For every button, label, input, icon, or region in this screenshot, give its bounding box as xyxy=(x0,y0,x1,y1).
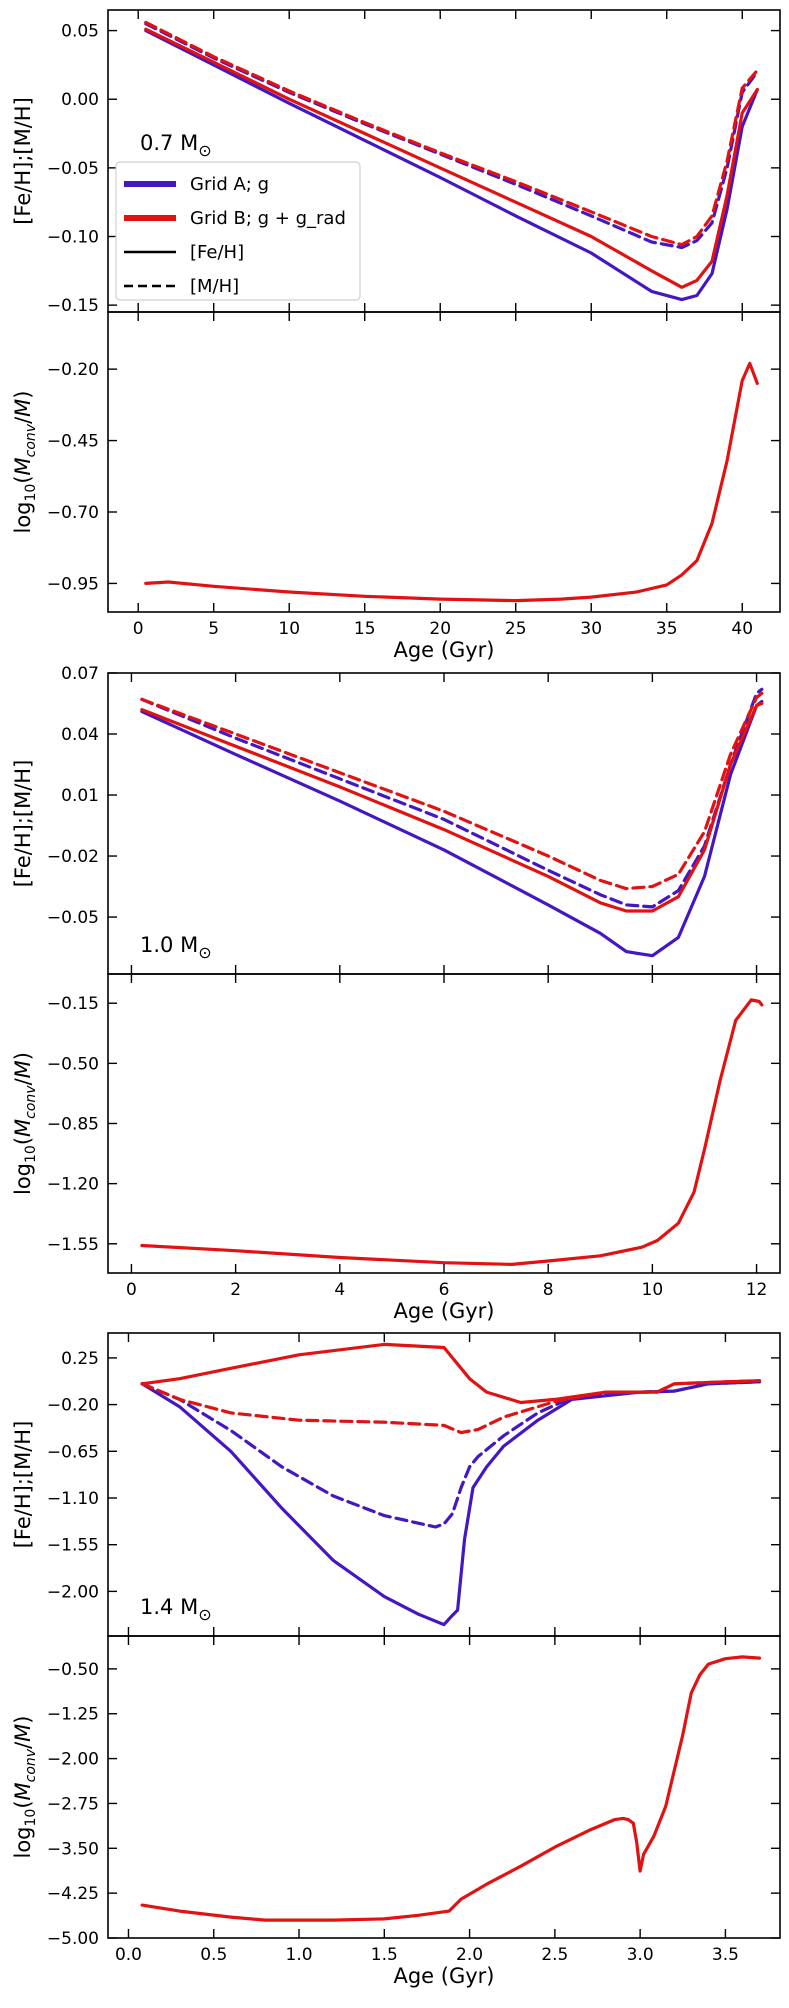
series-p14_top-0 xyxy=(140,1380,762,1627)
y-tick-label: −0.85 xyxy=(47,1115,99,1135)
y-tick-label: 0.07 xyxy=(61,664,99,684)
y-tick-label: 0.01 xyxy=(61,786,99,806)
y-tick-label: 0.04 xyxy=(61,725,99,745)
y-tick-label: −0.45 xyxy=(47,432,99,452)
y-axis-label: [Fe/H];[M/H] xyxy=(11,97,35,225)
y-tick-label: 0.05 xyxy=(61,22,99,42)
y-tick-label: −1.55 xyxy=(47,1235,99,1255)
x-tick-label: 0.0 xyxy=(115,1945,142,1965)
y-tick-label: −0.70 xyxy=(47,503,99,523)
x-tick-label: 10 xyxy=(278,619,300,639)
y-tick-label: −2.00 xyxy=(47,1582,99,1602)
x-tick-label: 0 xyxy=(133,619,144,639)
x-tick-label: 1.0 xyxy=(286,1945,313,1965)
x-tick-label: 8 xyxy=(543,1280,554,1300)
x-tick-label: 2 xyxy=(230,1280,241,1300)
y-tick-label: −0.20 xyxy=(47,360,99,380)
x-tick-label: 3.0 xyxy=(627,1945,654,1965)
y-axis-label: log10(Mconv/M) xyxy=(11,1052,39,1195)
mass-label: 1.4 M⊙ xyxy=(140,1595,212,1624)
y-tick-label: −0.65 xyxy=(47,1442,99,1462)
y-axis-label: [Fe/H];[M/H] xyxy=(11,760,35,888)
x-tick-label: 0 xyxy=(126,1280,137,1300)
panel-p07_bottom: −0.20 −0.45 −0.70 −0.95 0 5 10 15 20 25 30 35 40 Age … xyxy=(11,311,781,662)
y-tick-label: −0.50 xyxy=(47,1660,99,1680)
series-p07_top-3 xyxy=(144,20,759,247)
legend-label: [Fe/H] xyxy=(190,242,244,263)
legend-box xyxy=(115,161,361,301)
x-tick-label: 6 xyxy=(439,1280,450,1300)
mass-label: 0.7 M⊙ xyxy=(140,131,212,160)
y-tick-label: 0.00 xyxy=(61,90,99,110)
x-tick-label: 20 xyxy=(429,619,451,639)
panel-p10_top: 0.07 0.04 0.01 −0.02 −0.05 [Fe/H];[M/H] 1.0 M⊙ xyxy=(11,664,781,975)
x-tick-label: 2.0 xyxy=(456,1945,483,1965)
y-tick-label: −0.20 xyxy=(47,1396,99,1416)
series-p14_bottom-0 xyxy=(140,1655,762,1922)
y-tick-label: −0.50 xyxy=(47,1054,99,1074)
axes-frame xyxy=(107,1635,781,1939)
y-tick-label: −0.05 xyxy=(47,908,99,928)
series-p10_top-3 xyxy=(140,691,764,891)
x-tick-label: 10 xyxy=(642,1280,664,1300)
x-tick-label: 40 xyxy=(731,619,753,639)
y-tick-label: −2.75 xyxy=(47,1794,99,1814)
series-p07_bottom-0 xyxy=(144,361,759,603)
series-p14_top-3 xyxy=(140,1379,762,1435)
y-tick-label: −1.25 xyxy=(47,1705,99,1725)
x-axis-label: Age (Gyr) xyxy=(393,1299,494,1323)
y-axis-label: log10(Mconv/M) xyxy=(11,391,39,534)
y-axis-label: [Fe/H];[M/H] xyxy=(11,1421,35,1549)
y-tick-label: 0.25 xyxy=(61,1349,99,1369)
x-tick-label: 15 xyxy=(354,619,376,639)
series-p10_top-1 xyxy=(140,687,764,909)
x-axis-label: Age (Gyr) xyxy=(393,638,494,662)
y-axis-label: log10(Mconv/M) xyxy=(11,1716,39,1859)
y-tick-label: −1.55 xyxy=(47,1536,99,1556)
series-p07_top-0 xyxy=(144,29,759,302)
panel-p14_top: 0.25 −0.20 −0.65 −1.10 −1.55 −2.00 [Fe/H];[M/H… xyxy=(11,1332,781,1637)
x-tick-label: 3.5 xyxy=(712,1945,739,1965)
y-tick-label: −0.02 xyxy=(47,847,99,867)
x-tick-label: 0.5 xyxy=(200,1945,227,1965)
mass-label: 1.0 M⊙ xyxy=(140,933,212,962)
panel-p07_top: 0.05 0.00 −0.05 −0.10 −0.15 [Fe/H];[M/H] 0.7 M… xyxy=(11,9,781,316)
x-tick-label: 35 xyxy=(656,619,678,639)
series-p10_top-2 xyxy=(140,701,764,913)
series-p10_top-0 xyxy=(140,699,764,958)
y-tick-label: −5.00 xyxy=(47,1929,99,1949)
x-tick-label: 12 xyxy=(746,1280,768,1300)
x-tick-label: 1.5 xyxy=(371,1945,398,1965)
axes-frame xyxy=(107,672,781,975)
x-tick-label: 2.5 xyxy=(541,1945,568,1965)
axes-frame xyxy=(107,311,781,613)
panel-p14_bottom: −0.50 −1.25 −2.00 −2.75 −3.50 −4.25 −5.00 0.0 0.… xyxy=(11,1635,781,1988)
series-p07_top-2 xyxy=(144,27,759,289)
y-tick-label: −0.15 xyxy=(47,296,99,316)
x-tick-label: 4 xyxy=(334,1280,345,1300)
legend-label: [M/H] xyxy=(190,276,239,297)
series-p14_top-2 xyxy=(140,1342,762,1405)
y-tick-label: −0.05 xyxy=(47,159,99,179)
axes-frame xyxy=(107,1332,781,1637)
legend-label: Grid A; g xyxy=(190,174,269,195)
y-tick-label: −3.50 xyxy=(47,1839,99,1859)
x-tick-label: 30 xyxy=(580,619,602,639)
legend-label: Grid B; g + g_rad xyxy=(190,208,346,229)
y-tick-label: −2.00 xyxy=(47,1750,99,1770)
x-axis-label: Age (Gyr) xyxy=(393,1964,494,1988)
y-tick-label: −0.15 xyxy=(47,994,99,1014)
legend: Grid A; g Grid B; g + g_rad [Fe/H] [M/H] xyxy=(115,161,361,301)
y-tick-label: −4.25 xyxy=(47,1884,99,1904)
panel-p10_bottom: −0.15 −0.50 −0.85 −1.20 −1.55 0 2 4 6 8 10 12 Age (G… xyxy=(11,973,781,1323)
y-tick-label: −1.20 xyxy=(47,1175,99,1195)
y-tick-label: −0.95 xyxy=(47,574,99,594)
y-tick-label: −1.10 xyxy=(47,1489,99,1509)
y-tick-label: −0.10 xyxy=(47,228,99,248)
x-tick-label: 5 xyxy=(208,619,219,639)
series-p10_bottom-0 xyxy=(140,998,764,1267)
x-tick-label: 25 xyxy=(505,619,527,639)
axes-frame xyxy=(107,973,781,1274)
